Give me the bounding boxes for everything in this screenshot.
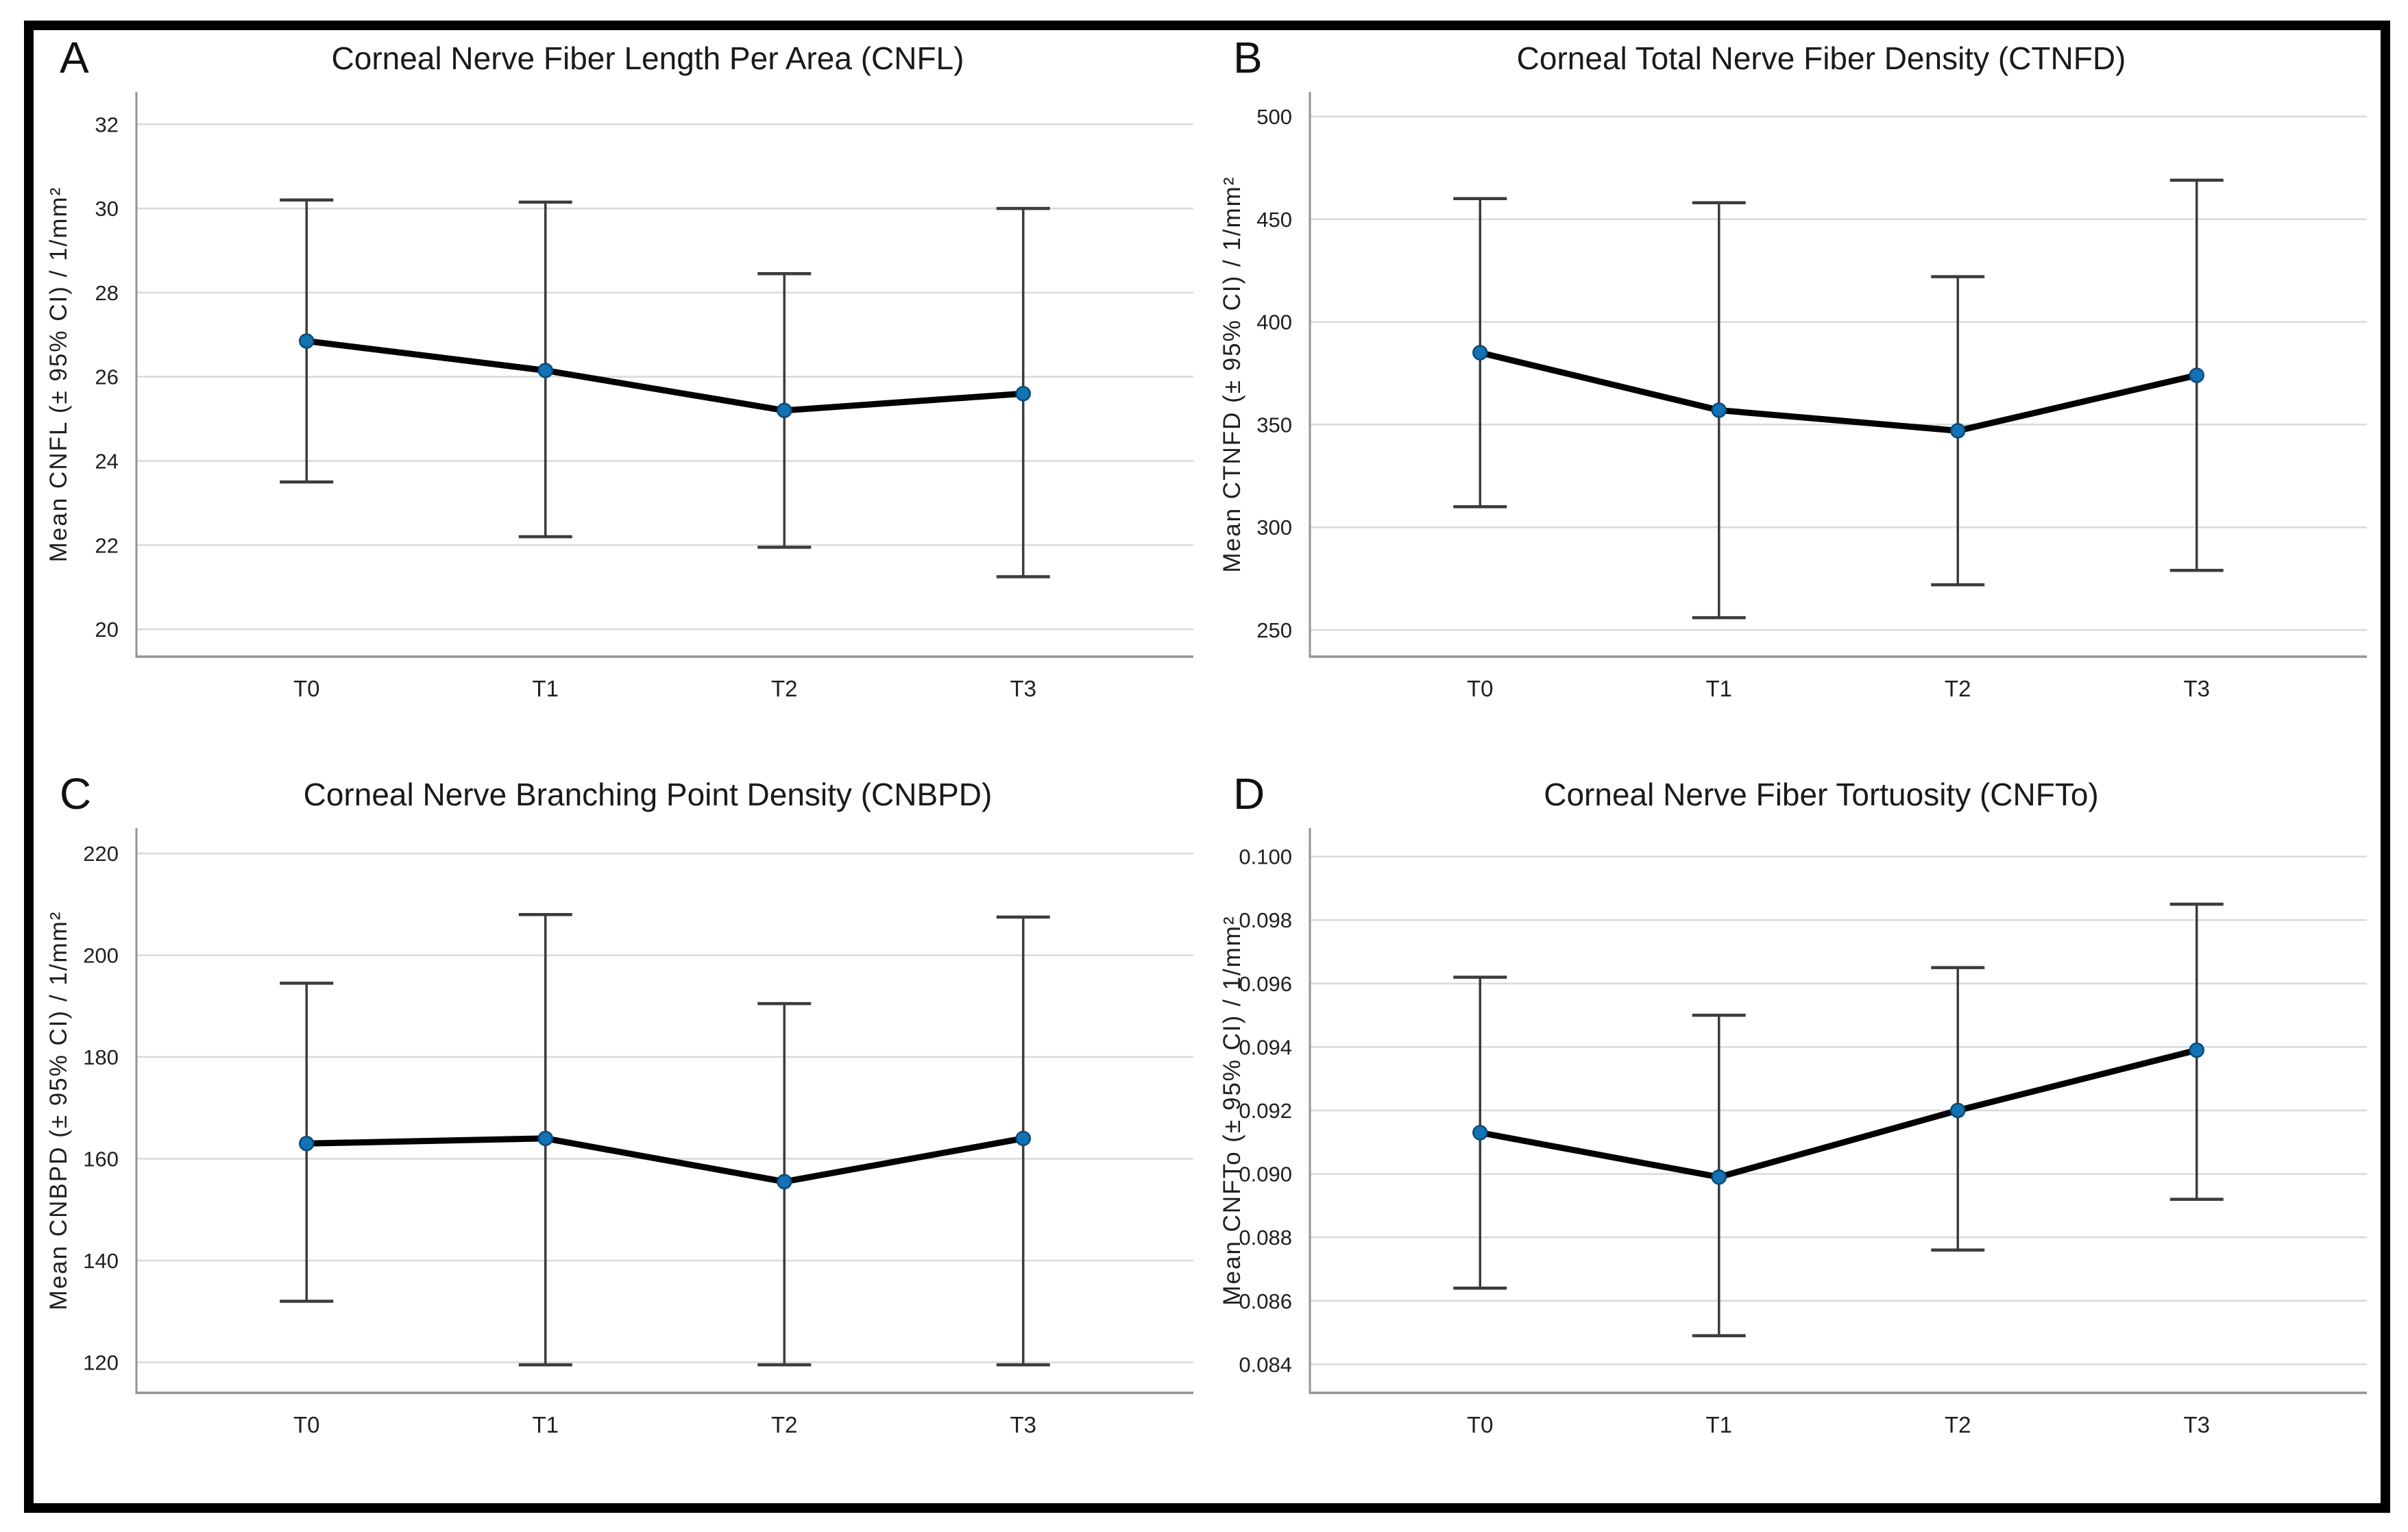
y-tick-label: 250 xyxy=(1256,618,1292,642)
y-tick-label: 160 xyxy=(83,1147,119,1171)
y-tick-label: 400 xyxy=(1256,311,1292,335)
x-tick-label: T2 xyxy=(771,1412,798,1437)
chart-D: 0.084 0.086 0.088 0.090 0.092 0.094 0.096 0.098… xyxy=(1219,828,2367,1437)
figure-frame: A Corneal Nerve Fiber Length Per Area (C… xyxy=(24,21,2390,1513)
y-tick-label: 300 xyxy=(1256,515,1292,539)
chart-C: 120 140 160 180 200 220 T0 T1 T2 T3 Mean CNBPD (± … xyxy=(45,828,1193,1437)
data-point-marker xyxy=(2189,367,2204,383)
y-tick-label: 0.100 xyxy=(1239,845,1292,869)
panel-letter-D: D xyxy=(1233,769,1265,818)
x-tick-label: T0 xyxy=(293,676,320,701)
x-tick-label: T0 xyxy=(1467,1412,1494,1437)
y-tick-label: 0.092 xyxy=(1239,1099,1292,1123)
x-tick-label: T1 xyxy=(532,676,559,701)
y-tick-label: 0.094 xyxy=(1239,1035,1292,1059)
panel-letter-B: B xyxy=(1233,33,1263,82)
data-point-marker xyxy=(1472,345,1488,361)
y-tick-label: 20 xyxy=(95,618,119,642)
y-tick-label: 500 xyxy=(1256,105,1292,129)
data-point-marker xyxy=(1015,385,1031,402)
y-tick-label: 24 xyxy=(95,449,119,473)
x-tick-label: T2 xyxy=(1945,676,1971,701)
y-tick-label: 180 xyxy=(83,1045,119,1069)
chart-B: 250 300 350 400 450 500 T0 T1 T2 T3 Mean CTNFD (± … xyxy=(1219,92,2367,701)
y-tick-label: 140 xyxy=(83,1249,119,1273)
data-point-marker xyxy=(1711,1169,1727,1185)
x-tick-label: T3 xyxy=(1010,1412,1036,1437)
y-tick-label: 30 xyxy=(95,197,119,221)
y-tick-label: 350 xyxy=(1256,413,1292,437)
y-tick-label: 22 xyxy=(95,533,119,557)
y-tick-label: 0.090 xyxy=(1239,1163,1292,1187)
y-axis-title: Mean CTNFD (± 95% CI) / 1/mm² xyxy=(1219,176,1245,573)
data-point-marker xyxy=(1949,423,1966,439)
x-tick-label: T3 xyxy=(2183,676,2210,701)
panel-title-B: Corneal Total Nerve Fiber Density (CTNFD… xyxy=(1516,40,2126,76)
y-tick-label: 32 xyxy=(95,112,119,136)
y-tick-label: 0.084 xyxy=(1239,1352,1292,1376)
y-tick-label: 450 xyxy=(1256,208,1292,232)
y-tick-label: 28 xyxy=(95,281,119,305)
data-point-marker xyxy=(776,1174,792,1190)
panel-letter-C: C xyxy=(60,769,92,818)
chart-A: 20 22 24 26 28 30 32 T0 T1 T2 T3 Mean CNFL (± 95% C… xyxy=(45,92,1193,701)
data-point-marker xyxy=(2189,1042,2204,1058)
x-tick-label: T0 xyxy=(1467,676,1494,701)
y-tick-label: 220 xyxy=(83,842,119,866)
data-point-marker xyxy=(1711,402,1727,418)
x-tick-label: T3 xyxy=(2183,1412,2210,1437)
panel-B: B Corneal Total Nerve Fiber Density (CTN… xyxy=(1207,30,2381,766)
panel-title-C: Corneal Nerve Branching Point Density (C… xyxy=(303,777,993,812)
y-tick-label: 0.088 xyxy=(1239,1226,1292,1250)
y-axis-title: Mean CNFL (± 95% CI) / 1/mm² xyxy=(45,186,72,562)
panel-A: A Corneal Nerve Fiber Length Per Area (C… xyxy=(34,30,1207,766)
y-tick-label: 120 xyxy=(83,1350,119,1374)
panel-title-A: Corneal Nerve Fiber Length Per Area (CNF… xyxy=(331,40,964,76)
data-point-marker xyxy=(1015,1130,1031,1147)
y-axis-title: Mean CNBPD (± 95% CI) / 1/mm² xyxy=(45,911,72,1311)
x-tick-label: T1 xyxy=(1705,1412,1732,1437)
panel-grid: A Corneal Nerve Fiber Length Per Area (C… xyxy=(34,30,2381,1503)
data-point-marker xyxy=(537,363,554,378)
data-point-marker xyxy=(1949,1102,1966,1119)
data-point-marker xyxy=(537,1130,554,1147)
data-point-marker xyxy=(776,402,792,419)
x-tick-label: T3 xyxy=(1010,676,1036,701)
x-tick-label: T0 xyxy=(293,1412,320,1437)
trend-line xyxy=(303,337,1027,414)
panel-letter-A: A xyxy=(60,33,89,82)
trend-line xyxy=(303,1135,1027,1185)
x-tick-label: T2 xyxy=(771,676,798,701)
y-axis-title: Mean CNFTo (± 95% CI) / 1/mm² xyxy=(1219,915,1245,1305)
data-point-marker xyxy=(1472,1125,1488,1141)
x-tick-label: T2 xyxy=(1945,1412,1971,1437)
data-point-marker xyxy=(299,1136,315,1152)
panel-C: C Corneal Nerve Branching Point Density … xyxy=(34,766,1207,1503)
panel-D: D Corneal Nerve Fiber Tortuosity (CNFTo)… xyxy=(1207,766,2381,1503)
trend-line xyxy=(1476,1047,2200,1180)
panel-title-D: Corneal Nerve Fiber Tortuosity (CNFTo) xyxy=(1544,777,2099,812)
y-tick-label: 0.086 xyxy=(1239,1289,1292,1313)
y-tick-label: 0.098 xyxy=(1239,908,1292,932)
x-tick-label: T1 xyxy=(532,1412,559,1437)
trend-line xyxy=(1476,350,2200,434)
y-tick-label: 26 xyxy=(95,365,119,389)
y-tick-label: 200 xyxy=(83,944,119,968)
data-point-marker xyxy=(299,333,315,349)
y-tick-label: 0.096 xyxy=(1239,972,1292,996)
x-tick-label: T1 xyxy=(1705,676,1732,701)
